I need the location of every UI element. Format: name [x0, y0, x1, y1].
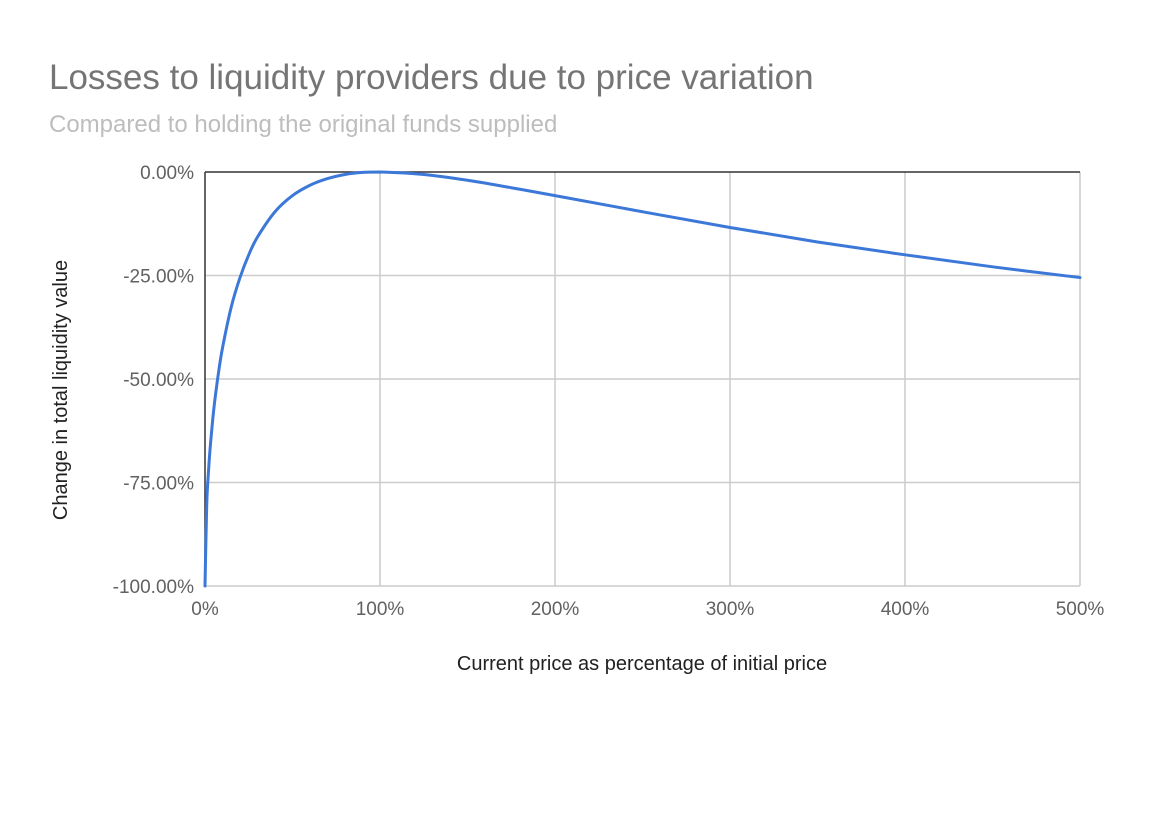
- chart-subtitle: Compared to holding the original funds s…: [49, 111, 558, 138]
- x-tick-label: 0%: [191, 599, 219, 620]
- y-tick-label: -50.00%: [123, 370, 194, 391]
- y-tick-label: -25.00%: [123, 267, 194, 288]
- chart-title: Losses to liquidity providers due to pri…: [49, 58, 814, 97]
- x-axis-label: Current price as percentage of initial p…: [457, 653, 827, 675]
- y-axis-label: Change in total liquidity value: [50, 260, 72, 520]
- series-layer: [203, 170, 1082, 588]
- x-tick-label: 300%: [706, 599, 755, 620]
- x-tick-label: 400%: [881, 599, 930, 620]
- x-tick-label: 100%: [356, 599, 405, 620]
- grid-lines: [205, 172, 1081, 587]
- y-tick-label: -75.00%: [123, 474, 194, 495]
- x-tick-label: 200%: [531, 599, 580, 620]
- x-tick-label: 500%: [1056, 599, 1105, 620]
- y-tick-label: 0.00%: [140, 163, 194, 184]
- y-tick-label: -100.00%: [113, 577, 194, 598]
- tick-labels: 0% 100% 200% 300% 400% 500% 0.00% -25.00% -50.00…: [113, 163, 1105, 620]
- series-line: [203, 170, 1082, 588]
